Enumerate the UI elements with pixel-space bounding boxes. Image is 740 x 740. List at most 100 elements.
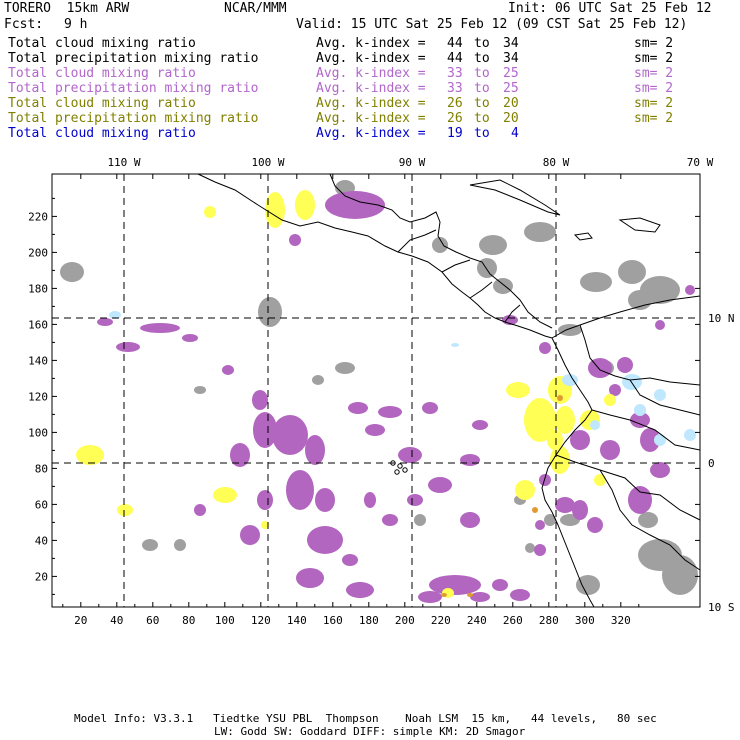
model-title: TORERO 15km ARW xyxy=(4,1,130,16)
coastline xyxy=(551,295,701,339)
legend-to-word: to xyxy=(474,96,490,111)
cloud-purple-blob xyxy=(346,582,374,598)
cloud-lightblue-blob xyxy=(451,343,459,347)
cloud-purple-blob xyxy=(600,440,620,460)
cloud-gray-blob xyxy=(524,222,556,242)
legend-field: Total cloud mixing ratio xyxy=(8,96,196,111)
cloud-purple-blob xyxy=(685,285,695,295)
legend-row: Total cloud mixing ratio Avg. k-index = 33… xyxy=(0,66,740,81)
cloud-purple-blob xyxy=(555,497,575,513)
cloud-purple-blob xyxy=(325,191,385,219)
y-tick-label: 100 xyxy=(28,426,48,439)
coastline xyxy=(469,281,493,299)
legend-from: 44 xyxy=(447,36,463,51)
legend-field: Total precipitation mixing ratio xyxy=(8,51,259,66)
cloud-gray-blob xyxy=(432,237,448,253)
y-tick-label: 60 xyxy=(35,498,48,511)
cloud-yellow-blob xyxy=(295,190,315,220)
legend-index-label: Avg. k-index = xyxy=(316,126,426,141)
map-frame xyxy=(51,173,701,608)
cloud-yellow-blob xyxy=(213,487,237,503)
cloud-lightblue-blob xyxy=(562,374,578,386)
coastline xyxy=(573,232,593,241)
x-tick-label: 220 xyxy=(431,614,451,627)
precip-orange-blob xyxy=(532,507,538,513)
y-tick-label: 180 xyxy=(28,282,48,295)
cloud-lightblue-blob xyxy=(654,434,666,446)
valid-time: Valid: 15 UTC Sat 25 Feb 12 (09 CST Sat … xyxy=(296,17,688,32)
x-tick-label: 180 xyxy=(359,614,379,627)
coastline xyxy=(541,337,595,608)
cloud-gray-blob xyxy=(142,539,158,551)
legend-sm: sm= 2 xyxy=(634,36,674,51)
latitude-label: 10 S xyxy=(708,601,735,614)
legend-to-word: to xyxy=(474,66,490,81)
cloud-purple-blob xyxy=(572,500,588,520)
cloud-gray-blob xyxy=(525,543,535,553)
x-tick-label: 320 xyxy=(611,614,631,627)
legend-row: Total cloud mixing ratio Avg. k-index = 19… xyxy=(0,126,740,141)
cloud-gray-blob xyxy=(493,278,513,294)
x-tick-label: 160 xyxy=(323,614,343,627)
cloud-purple-blob xyxy=(609,384,621,396)
coastline xyxy=(441,259,471,273)
y-tick-label: 120 xyxy=(28,390,48,403)
precip-orange-blob xyxy=(467,593,473,597)
latitude-label: 0 xyxy=(708,457,715,470)
cloud-purple-blob xyxy=(182,334,198,342)
cloud-purple-blob xyxy=(492,579,508,591)
coastline xyxy=(555,454,701,521)
x-tick-label: 120 xyxy=(251,614,271,627)
x-tick-label: 200 xyxy=(395,614,415,627)
legend-to-word: to xyxy=(474,126,490,141)
legend-row: Total cloud mixing ratio Avg. k-index = 44… xyxy=(0,36,740,51)
longitude-label: 100 W xyxy=(251,156,284,169)
y-tick-label: 220 xyxy=(28,210,48,223)
cloud-gray-blob xyxy=(174,539,186,551)
legend-from: 44 xyxy=(447,51,463,66)
legend-sm: sm= 2 xyxy=(634,81,674,96)
cloud-purple-blob xyxy=(307,526,343,554)
coastline xyxy=(579,324,701,386)
legend-from: 33 xyxy=(447,81,463,96)
cloud-yellow-blob xyxy=(604,394,616,406)
cloud-purple-blob xyxy=(296,568,324,588)
legend-field: Total cloud mixing ratio xyxy=(8,66,196,81)
x-tick-label: 260 xyxy=(503,614,523,627)
cloud-purple-blob xyxy=(655,320,665,330)
cloud-purple-blob xyxy=(628,486,652,514)
legend-from: 26 xyxy=(447,111,463,126)
cloud-purple-blob xyxy=(422,402,438,414)
cloud-gray-blob xyxy=(479,235,507,255)
model-info-line2: LW: Godd SW: Goddard DIFF: simple KM: 2D… xyxy=(214,725,526,738)
cloud-purple-blob xyxy=(510,589,530,601)
cloud-yellow-blob xyxy=(76,445,104,465)
y-tick-label: 80 xyxy=(35,462,48,475)
cloud-purple-blob xyxy=(289,234,301,246)
cloud-yellow-blob xyxy=(117,504,133,516)
legend-to: 20 xyxy=(503,96,519,111)
cloud-purple-blob xyxy=(428,477,452,493)
cloud-purple-blob xyxy=(539,474,551,486)
cloud-lightblue-blob xyxy=(654,389,666,401)
cloud-yellow-blob xyxy=(594,474,606,486)
legend-sm: sm= 2 xyxy=(634,66,674,81)
cloud-purple-blob xyxy=(257,490,273,510)
y-tick-label: 200 xyxy=(28,246,48,259)
y-tick-label: 40 xyxy=(35,534,48,547)
legend-sm: sm= 2 xyxy=(634,51,674,66)
y-tick-label: 160 xyxy=(28,318,48,331)
legend-field: Total cloud mixing ratio xyxy=(8,126,196,141)
legend-from: 19 xyxy=(447,126,463,141)
cloud-purple-blob xyxy=(222,365,234,375)
coastline xyxy=(599,469,701,571)
cloud-gray-blob xyxy=(335,362,355,374)
cloud-purple-blob xyxy=(97,318,113,326)
cloud-purple-blob xyxy=(418,591,442,603)
legend-to: 25 xyxy=(503,66,519,81)
forecast-label: Fcst: xyxy=(4,17,44,32)
legend-field: Total precipitation mixing ratio xyxy=(8,81,259,96)
cloud-yellow-blob xyxy=(506,382,530,398)
cloud-gray-blob xyxy=(544,514,556,526)
